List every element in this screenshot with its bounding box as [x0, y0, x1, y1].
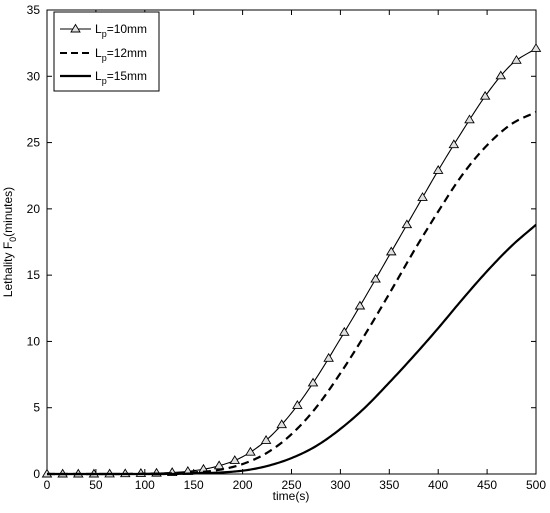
- data-point-triangle: [292, 400, 303, 409]
- data-point-triangle: [432, 165, 444, 174]
- data-point-triangle: [530, 43, 542, 52]
- x-tick-label: 300: [330, 478, 350, 492]
- data-point-triangle: [385, 246, 397, 256]
- legend-triangle-marker: [70, 23, 81, 33]
- legend-entry-2: Lp=12mm: [60, 46, 147, 63]
- y-axis-label-main: Lethality F: [1, 242, 15, 297]
- series-layer: [41, 43, 542, 478]
- legend-box: [53, 11, 160, 92]
- legend-label-1: Lp=10mm: [95, 22, 147, 39]
- x-axis-label: time(s): [273, 489, 310, 503]
- data-point-triangle: [339, 326, 350, 336]
- y-axis-label: Lethality F0(minutes): [1, 187, 18, 297]
- data-point-triangle: [245, 446, 256, 456]
- y-axis-label-sub: 0: [8, 237, 18, 242]
- x-tick-label: 350: [379, 478, 399, 492]
- y-tick-label: 30: [27, 69, 41, 83]
- x-tick-label: 100: [135, 478, 155, 492]
- data-point-triangle: [323, 352, 334, 362]
- data-point-triangle: [260, 435, 272, 444]
- data-point-triangle: [417, 192, 428, 201]
- y-tick-label: 10: [27, 334, 41, 348]
- data-point-triangle: [464, 114, 475, 124]
- data-point-triangle: [370, 273, 381, 283]
- axis-ticks: 0 50 100 150 200 250 300 350 400 450 500 0 5 10 15 20 25…: [27, 3, 547, 492]
- y-tick-label: 35: [27, 3, 41, 17]
- x-tick-label: 200: [233, 478, 253, 492]
- y-tick-label: 20: [27, 202, 41, 216]
- data-point-triangle: [448, 139, 460, 149]
- y-tick-label: 0: [33, 467, 40, 481]
- data-point-triangle: [276, 419, 288, 429]
- y-tick-label: 25: [27, 136, 41, 150]
- data-point-triangle: [307, 377, 319, 387]
- y-tick-label: 15: [27, 268, 41, 282]
- data-point-triangle: [229, 455, 241, 464]
- legend-entry-3: Lp=15mm: [60, 69, 147, 86]
- x-tick-label: 250: [281, 478, 301, 492]
- legend: Lp=10mm Lp=12mm Lp=15mm: [53, 11, 160, 92]
- x-tick-label: 0: [44, 478, 51, 492]
- x-tick-label: 150: [184, 478, 204, 492]
- x-tick-label: 50: [89, 478, 103, 492]
- y-tick-label: 5: [33, 401, 40, 415]
- y-axis-label-suffix: (minutes): [1, 187, 15, 237]
- legend-label-3: Lp=15mm: [95, 69, 147, 86]
- x-tick-label: 400: [428, 478, 448, 492]
- x-tick-label: 500: [526, 478, 546, 492]
- data-point-triangle: [495, 70, 507, 80]
- data-point-triangle: [401, 219, 413, 229]
- series-line-3: [47, 223, 537, 476]
- legend-label-2: Lp=12mm: [95, 46, 147, 63]
- legend-entry-1: Lp=10mm: [60, 22, 147, 39]
- x-tick-label: 450: [477, 478, 497, 492]
- data-point-triangle: [511, 54, 522, 64]
- data-point-triangle: [479, 90, 491, 100]
- data-point-triangle: [354, 300, 366, 310]
